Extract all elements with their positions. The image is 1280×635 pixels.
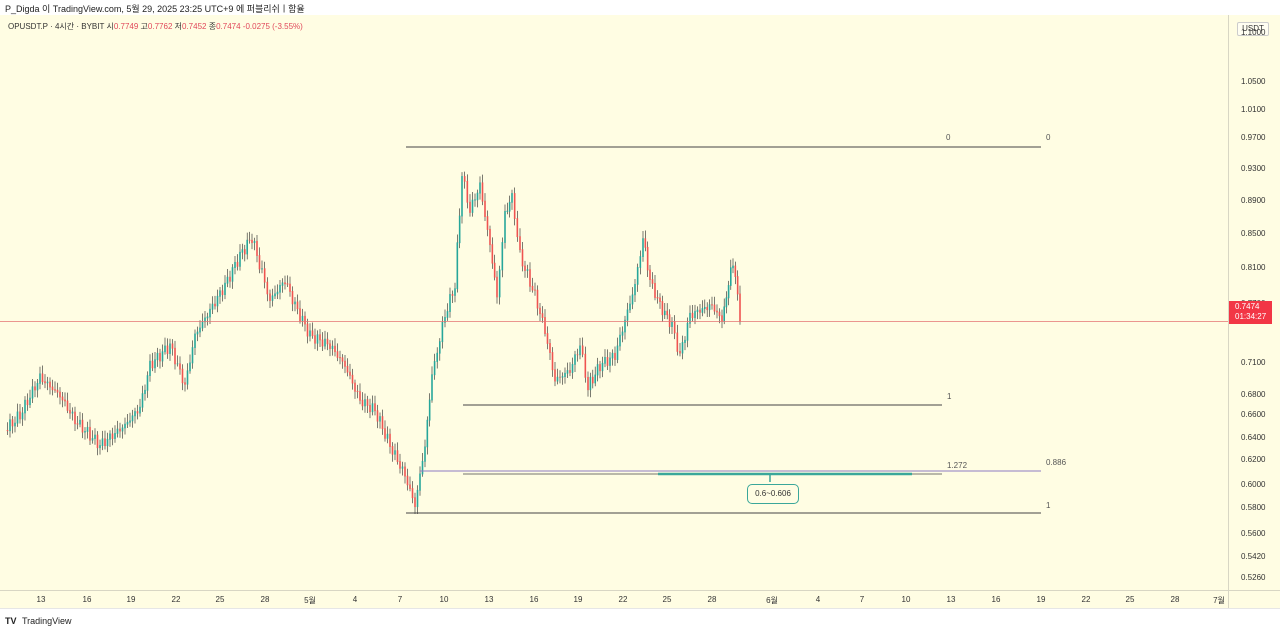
- high-label: 고: [140, 22, 148, 31]
- symbol-name[interactable]: OPUSDT.P · 4시간 · BYBIT: [8, 22, 105, 31]
- time-tick: 19: [1036, 595, 1046, 604]
- open-label: 시: [106, 22, 114, 31]
- bar-countdown: 01:34:27: [1235, 312, 1267, 321]
- change-value: -0.0275 (-3.55%): [242, 22, 303, 31]
- fib-label-0886: 0.886: [1046, 458, 1067, 467]
- axis-corner: [1228, 590, 1280, 609]
- price-tick: 0.5800: [1241, 503, 1266, 512]
- last-price-badge: 0.7474 01:34:27: [1229, 301, 1272, 324]
- time-tick: 4: [815, 595, 821, 604]
- time-tick: 22: [618, 595, 628, 604]
- time-tick: 22: [1081, 595, 1091, 604]
- currency-unit-button[interactable]: USDT: [1237, 22, 1269, 36]
- fib-label-zero-right: 0: [1046, 133, 1051, 142]
- time-tick: 10: [901, 595, 911, 604]
- time-tick: 13: [484, 595, 494, 604]
- time-tick: 13: [946, 595, 956, 604]
- symbol-legend: OPUSDT.P · 4시간 · BYBIT 시0.7749 고0.7762 저…: [8, 21, 303, 32]
- price-tick: 0.6200: [1241, 455, 1266, 464]
- price-tick: 0.5420: [1241, 552, 1266, 561]
- time-tick: 16: [82, 595, 92, 604]
- footer-brand: TradingView: [22, 616, 72, 626]
- price-tick: 0.6400: [1241, 433, 1266, 442]
- price-tick: 0.9700: [1241, 133, 1266, 142]
- time-tick: 19: [573, 595, 583, 604]
- last-price-value: 0.7474: [1235, 302, 1260, 311]
- time-tick: 28: [1170, 595, 1180, 604]
- price-tick: 1.1000: [1241, 28, 1266, 37]
- low-label: 저: [174, 22, 182, 31]
- price-tick: 0.9300: [1241, 164, 1266, 173]
- time-tick: 22: [171, 595, 181, 604]
- tradingview-logo-icon: TV: [5, 616, 17, 626]
- price-tick: 0.5260: [1241, 573, 1266, 582]
- price-tick: 1.0500: [1241, 77, 1266, 86]
- time-tick: 7월: [1213, 596, 1225, 605]
- publish-header: P_Digda 이 TradingView.com, 5월 29, 2025 2…: [0, 0, 1280, 15]
- time-tick: 7: [397, 595, 403, 604]
- candlestick-plot: [0, 146, 1228, 515]
- open-value: 0.7749: [113, 22, 139, 31]
- price-tick: 0.5600: [1241, 529, 1266, 538]
- time-tick: 19: [126, 595, 136, 604]
- time-tick: 28: [707, 595, 717, 604]
- price-tick: 0.8500: [1241, 229, 1266, 238]
- fib-label-1272: 1.272: [947, 461, 968, 470]
- price-tick: 0.6000: [1241, 480, 1266, 489]
- time-tick: 28: [260, 595, 270, 604]
- high-value: 0.7762: [147, 22, 173, 31]
- time-tick: 25: [1125, 595, 1135, 604]
- time-tick: 25: [215, 595, 225, 604]
- price-tick: 0.8100: [1241, 263, 1266, 272]
- price-tick: 0.7100: [1241, 358, 1266, 367]
- price-tick: 0.6800: [1241, 390, 1266, 399]
- target-zone-callout[interactable]: 0.6~0.606: [747, 484, 799, 504]
- close-value: 0.7474: [216, 22, 241, 31]
- price-tick: 1.0100: [1241, 105, 1266, 114]
- time-tick: 5월: [304, 596, 316, 605]
- publish-line: P_Digda 이 TradingView.com, 5월 29, 2025 2…: [5, 4, 305, 14]
- time-tick: 10: [439, 595, 449, 604]
- fib-label-one-bottom: 1: [1046, 501, 1051, 510]
- time-tick: 16: [529, 595, 539, 604]
- time-tick: 7: [859, 595, 865, 604]
- price-tick: 0.6600: [1241, 410, 1266, 419]
- chart-pane[interactable]: OPUSDT.P · 4시간 · BYBIT 시0.7749 고0.7762 저…: [0, 15, 1228, 590]
- low-value: 0.7452: [182, 22, 207, 31]
- time-tick: 16: [991, 595, 1001, 604]
- time-tick: 13: [36, 595, 46, 604]
- fib-label-one-mid: 1: [947, 392, 952, 401]
- time-tick: 25: [662, 595, 672, 604]
- time-tick: 6월: [766, 596, 778, 605]
- footer-bar: TV TradingView: [0, 608, 1280, 635]
- time-axis[interactable]: 13 16 19 22 25 28 5월 4 7 10 13 16 19 22 25 28 6월 4 7 10 13 16…: [0, 590, 1228, 609]
- time-tick: 4: [352, 595, 358, 604]
- close-label: 종: [208, 22, 217, 31]
- price-tick: 0.8900: [1241, 196, 1266, 205]
- fib-label-zero-left: 0: [946, 133, 951, 142]
